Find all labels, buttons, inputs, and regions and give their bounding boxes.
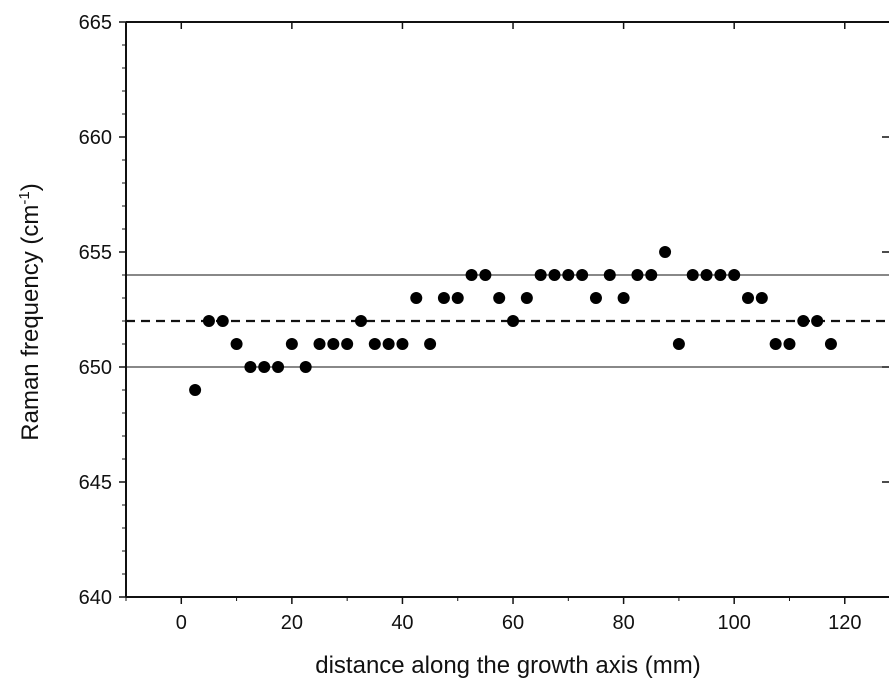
data-point <box>728 269 741 281</box>
x-tick-label: 120 <box>828 612 861 634</box>
y-tick-label: 650 <box>79 357 112 379</box>
data-point <box>479 269 492 281</box>
data-point <box>354 315 367 327</box>
data-point <box>396 338 409 350</box>
data-point <box>382 338 395 350</box>
x-axis-title: distance along the growth axis (mm) <box>315 652 701 679</box>
data-points <box>189 246 837 396</box>
x-tick-label: 60 <box>502 612 524 634</box>
data-point <box>368 338 381 350</box>
data-point <box>589 292 602 304</box>
data-point <box>617 292 630 304</box>
data-point <box>299 361 312 373</box>
data-point <box>272 361 285 373</box>
data-point <box>507 315 520 327</box>
data-point <box>493 292 506 304</box>
data-point <box>742 292 755 304</box>
data-point <box>285 338 298 350</box>
data-point <box>783 338 796 350</box>
y-axis-title-closing: ) <box>17 183 44 191</box>
y-tick-label: 660 <box>79 127 112 149</box>
data-point <box>244 361 257 373</box>
y-axis-title-superscript: -1 <box>16 191 33 204</box>
data-point <box>313 338 326 350</box>
y-tick-label: 645 <box>79 472 112 494</box>
axes <box>125 21 889 598</box>
x-tick-label: 80 <box>612 612 634 634</box>
data-point <box>437 292 450 304</box>
y-axis-title: Raman frequency (cm-1) <box>16 183 44 440</box>
ticks <box>119 21 889 604</box>
data-point <box>672 338 685 350</box>
data-point <box>230 338 243 350</box>
data-point <box>645 269 658 281</box>
data-point <box>465 269 478 281</box>
data-point <box>341 338 354 350</box>
data-point <box>534 269 547 281</box>
data-point <box>424 338 437 350</box>
data-point <box>327 338 340 350</box>
data-point <box>548 269 561 281</box>
y-tick-label: 640 <box>79 587 112 609</box>
data-point <box>659 246 672 258</box>
data-point <box>202 315 215 327</box>
data-point <box>700 269 713 281</box>
x-tick-label: 40 <box>391 612 413 634</box>
y-tick-label: 655 <box>79 242 112 264</box>
y-tick-label: 665 <box>79 12 112 34</box>
data-point <box>216 315 229 327</box>
data-point <box>603 269 616 281</box>
data-point <box>631 269 644 281</box>
data-point <box>451 292 464 304</box>
tick-labels: 640 645 650 655 660 665 0 20 40 60 80 100 120 <box>79 12 862 634</box>
data-point <box>797 315 810 327</box>
data-point <box>811 315 824 327</box>
data-point <box>410 292 423 304</box>
data-point <box>520 292 533 304</box>
data-point <box>258 361 271 373</box>
x-tick-label: 0 <box>176 612 187 634</box>
data-point <box>769 338 782 350</box>
data-point <box>755 292 768 304</box>
x-tick-label: 100 <box>718 612 751 634</box>
data-point <box>562 269 575 281</box>
data-point <box>824 338 837 350</box>
data-point <box>714 269 727 281</box>
data-point <box>686 269 699 281</box>
y-axis-title-main: Raman frequency (cm <box>17 205 44 441</box>
data-point <box>189 384 202 396</box>
x-tick-label: 20 <box>281 612 303 634</box>
data-point <box>576 269 589 281</box>
